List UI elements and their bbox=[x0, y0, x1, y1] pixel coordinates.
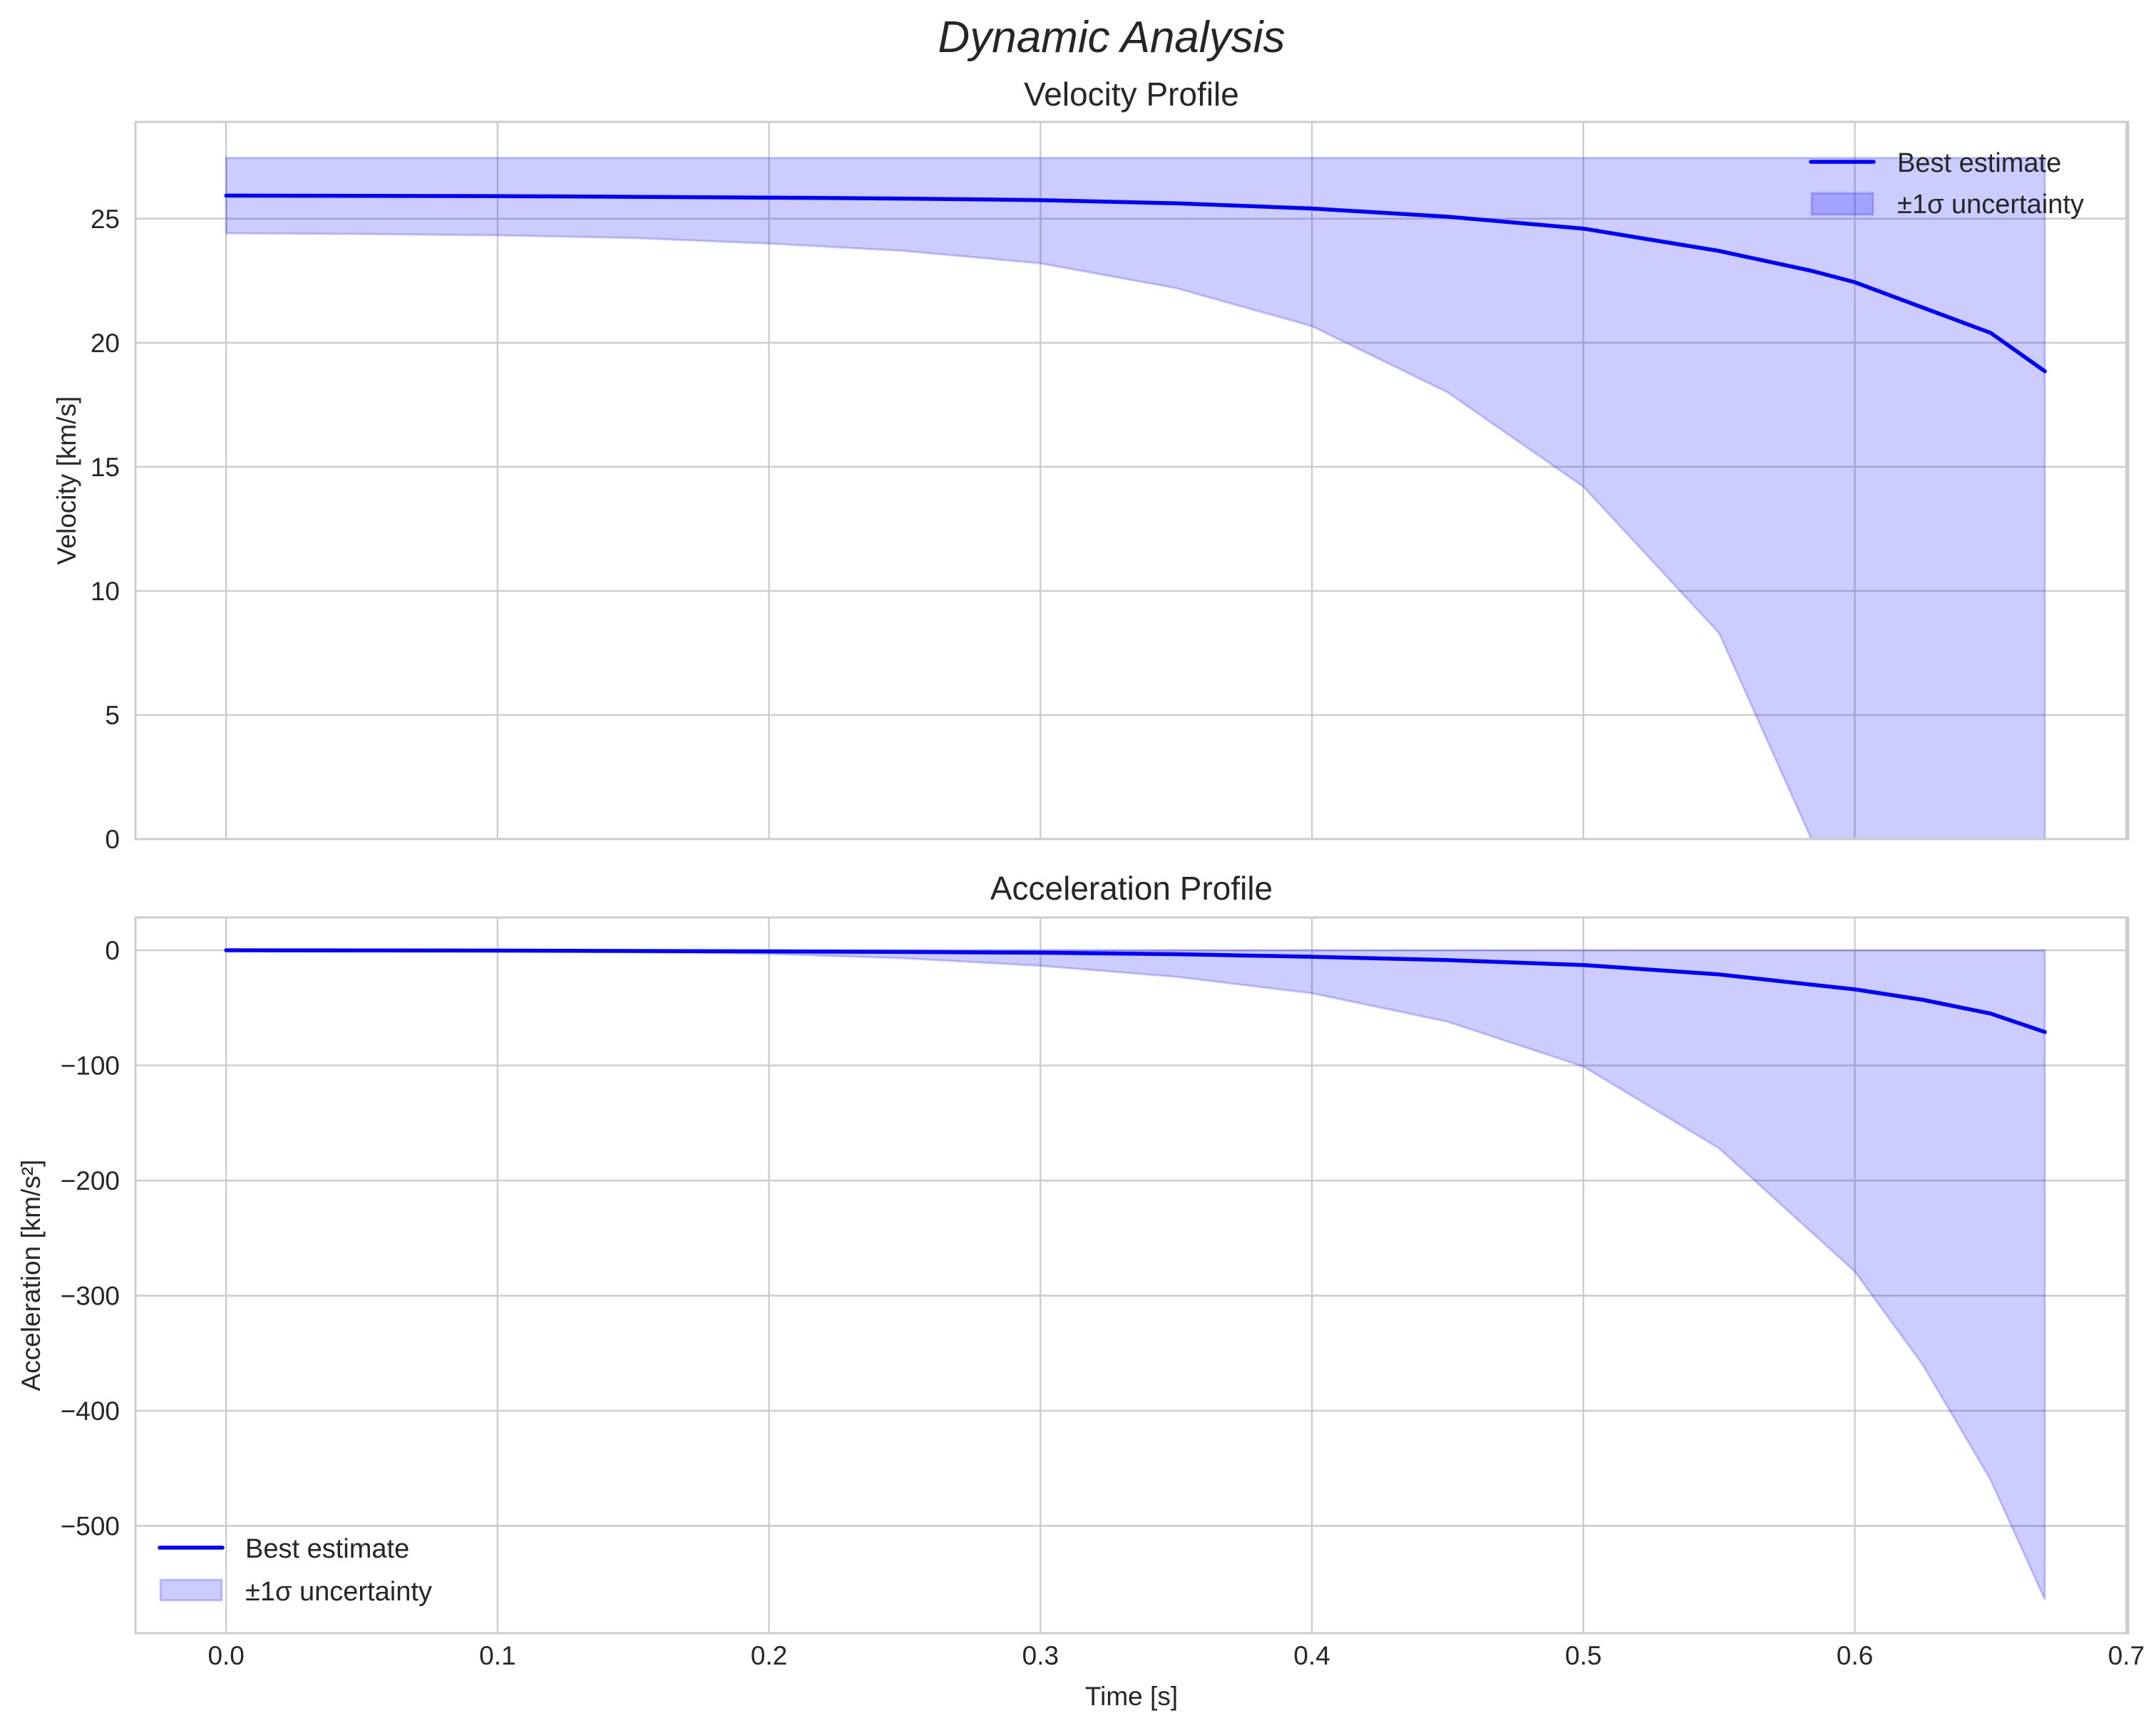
acceleration-plot-title: Acceleration Profile bbox=[990, 870, 1273, 907]
x-tick-label: 0.2 bbox=[751, 1641, 787, 1670]
y-tick-label: 5 bbox=[105, 701, 120, 730]
legend-label-best-estimate: Best estimate bbox=[245, 1534, 409, 1564]
acceleration-grid bbox=[135, 917, 2128, 1633]
y-tick-label: 20 bbox=[91, 329, 120, 358]
velocity-y-tick-labels: 0 5 10 15 20 25 bbox=[91, 205, 120, 854]
x-tick-label: 0.4 bbox=[1293, 1641, 1330, 1670]
acceleration-axes-frame bbox=[134, 916, 2130, 1635]
legend-band-swatch bbox=[159, 1578, 223, 1602]
y-tick-label: 10 bbox=[91, 577, 120, 606]
acceleration-uncertainty-band bbox=[226, 949, 2046, 1600]
velocity-axes-frame bbox=[134, 120, 2130, 840]
velocity-uncertainty-band bbox=[225, 157, 2046, 840]
acceleration-y-axis-label: Acceleration [km/s²] bbox=[16, 1160, 46, 1392]
y-tick-label: 0 bbox=[105, 825, 120, 854]
velocity-y-axis-label: Velocity [km/s] bbox=[52, 396, 81, 565]
velocity-legend: Best estimate ±1σ uncertainty bbox=[1809, 148, 2084, 220]
x-tick-labels: 0.0 0.1 0.2 0.3 0.4 0.5 0.6 0.7 bbox=[207, 1641, 2145, 1670]
velocity-axes: Velocity Profile 0 5 10 15 20 25 Velocity [km… bbox=[52, 76, 2130, 854]
x-axis-label: Time [s] bbox=[1085, 1682, 1178, 1711]
legend-label-best-estimate: Best estimate bbox=[1897, 148, 2061, 178]
x-tick-label: 0.6 bbox=[1837, 1641, 1873, 1670]
y-tick-label: 0 bbox=[105, 936, 120, 965]
x-tick-label: 0.5 bbox=[1565, 1641, 1601, 1670]
y-tick-label: −400 bbox=[61, 1397, 120, 1426]
y-tick-label: −300 bbox=[61, 1282, 120, 1311]
velocity-grid bbox=[135, 122, 2128, 840]
x-tick-label: 0.1 bbox=[479, 1641, 515, 1670]
velocity-plot-title: Velocity Profile bbox=[1024, 76, 1239, 113]
x-tick-label: 0.7 bbox=[2108, 1641, 2145, 1670]
y-tick-label: −500 bbox=[61, 1511, 120, 1541]
figure-title: Dynamic Analysis bbox=[938, 13, 1285, 62]
acceleration-legend: Best estimate ±1σ uncertainty bbox=[158, 1534, 432, 1607]
x-tick-label: 0.0 bbox=[207, 1641, 244, 1670]
legend-label-uncertainty: ±1σ uncertainty bbox=[245, 1577, 432, 1607]
y-tick-label: −100 bbox=[61, 1051, 120, 1081]
acceleration-y-tick-labels: 0 −100 −200 −300 −400 −500 bbox=[61, 936, 120, 1541]
y-tick-label: 15 bbox=[91, 453, 120, 482]
x-tick-label: 0.3 bbox=[1022, 1641, 1059, 1670]
y-tick-label: 25 bbox=[91, 205, 120, 234]
legend-band-swatch bbox=[1810, 192, 1874, 216]
velocity-best-estimate-line bbox=[224, 193, 2047, 374]
acceleration-best-estimate-line bbox=[224, 948, 2047, 1034]
legend-label-uncertainty: ±1σ uncertainty bbox=[1897, 190, 2084, 220]
y-tick-label: −200 bbox=[61, 1166, 120, 1195]
acceleration-axes: Acceleration Profile 0 −100 −200 −300 −400 −5… bbox=[16, 870, 2145, 1711]
